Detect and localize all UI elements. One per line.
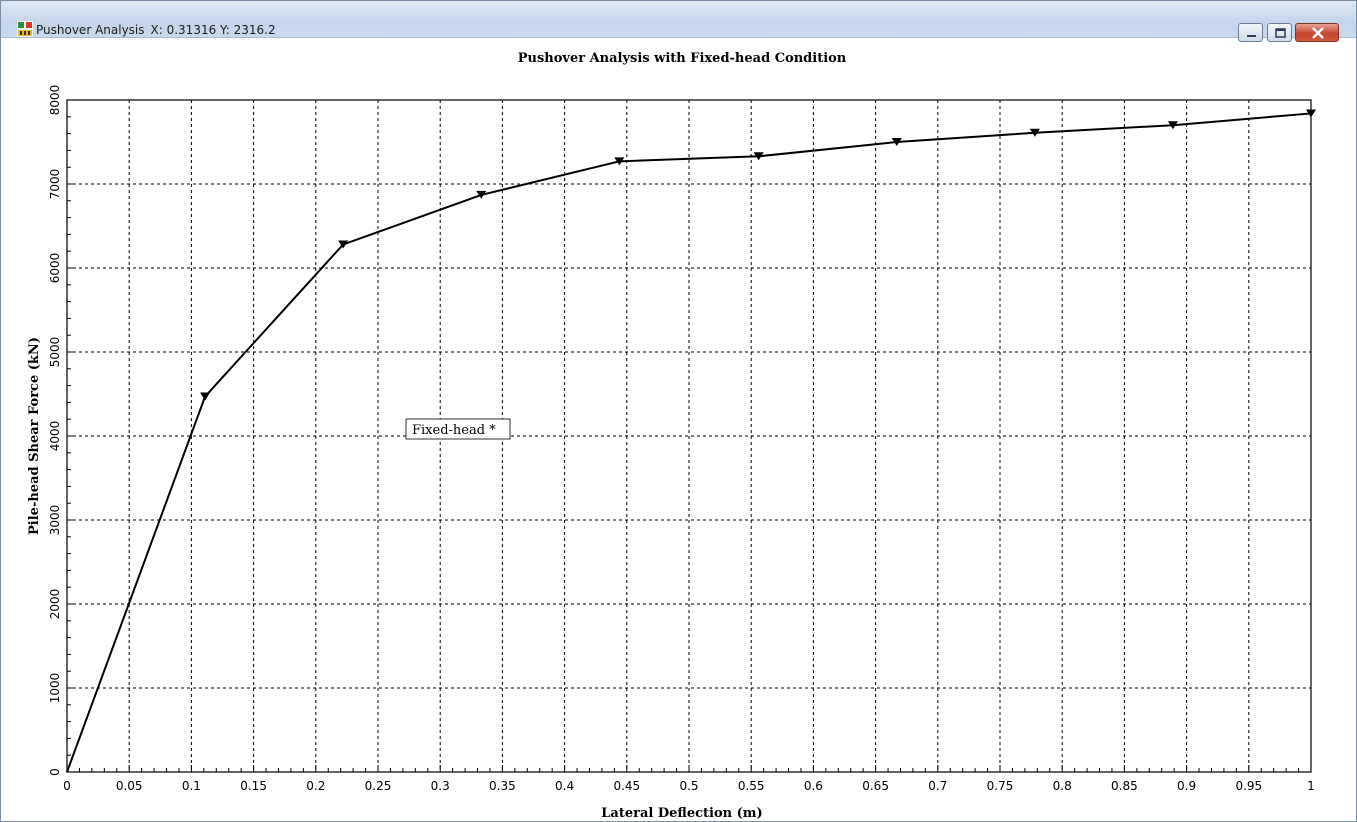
minimize-button[interactable] — [1238, 23, 1263, 42]
x-tick-label: 0.55 — [738, 779, 765, 793]
data-point-marker — [1306, 109, 1316, 118]
plot-frame — [66, 99, 1312, 773]
data-point-marker — [891, 138, 902, 146]
pushover-chart: Pushover Analysis with Fixed-head Condit… — [27, 51, 1316, 821]
minimize-icon — [1247, 35, 1256, 37]
x-tick-label: 0.05 — [116, 779, 143, 793]
data-point-marker — [200, 392, 211, 401]
x-tick-label: 0.75 — [987, 779, 1014, 793]
x-tick-label: 0.1 — [182, 779, 201, 793]
chart-title: Pushover Analysis with Fixed-head Condit… — [518, 51, 847, 66]
window-title-text: Pushover Analysis — [36, 23, 145, 37]
x-tick-label: 0 — [63, 779, 71, 793]
x-tick-label: 0.9 — [1177, 779, 1196, 793]
y-tick-label: 6000 — [48, 253, 62, 284]
x-tick-label: 0.6 — [804, 779, 823, 793]
x-tick-label: 0.2 — [306, 779, 325, 793]
y-tick-labels: 0 1000 2000 3000 4000 5000 6000 7000 8000 — [48, 85, 62, 776]
legend-entry: Fixed-head * — [412, 423, 496, 438]
x-tick-label: 0.5 — [679, 779, 698, 793]
y-tick-label: 3000 — [48, 505, 62, 536]
data-point-marker — [1029, 128, 1040, 137]
window-title: Pushover Analysis X: 0.31316 Y: 2316.2 — [36, 23, 282, 37]
axis-ticks — [66, 99, 1312, 773]
y-tick-label: 0 — [48, 768, 62, 776]
x-tick-label: 0.25 — [365, 779, 392, 793]
close-button[interactable] — [1295, 23, 1339, 42]
data-point-marker — [338, 240, 349, 249]
x-tick-label: 0.65 — [862, 779, 889, 793]
series-layer — [66, 109, 1316, 773]
x-tick-label: 0.7 — [928, 779, 947, 793]
data-point-marker — [1167, 121, 1178, 130]
legend-box — [405, 418, 511, 440]
app-icon — [17, 21, 33, 37]
y-tick-label: 2000 — [48, 589, 62, 620]
x-tick-labels: 0 0.05 0.1 0.15 0.2 0.25 0.3 0.35 0.4 0.45 0.5 0.55… — [63, 779, 1315, 793]
grid — [67, 100, 1311, 772]
y-tick-label: 5000 — [48, 337, 62, 368]
x-tick-label: 0.4 — [555, 779, 574, 793]
y-tick-label: 1000 — [48, 673, 62, 704]
title-bar[interactable]: Pushover Analysis X: 0.31316 Y: 2316.2 — [1, 1, 1356, 42]
maximize-icon — [1275, 28, 1286, 38]
x-tick-label: 0.35 — [489, 779, 516, 793]
y-axis-label: Pile-head Shear Force (kN) — [27, 337, 42, 535]
cursor-readout: X: 0.31316 Y: 2316.2 — [150, 23, 276, 37]
close-icon — [1312, 27, 1324, 39]
y-tick-label: 4000 — [48, 421, 62, 452]
x-tick-label: 1 — [1307, 779, 1315, 793]
x-tick-label: 0.85 — [1111, 779, 1138, 793]
x-axis-label: Lateral Deflection (m) — [601, 806, 762, 821]
data-point-marker — [476, 190, 487, 199]
y-tick-label: 7000 — [48, 169, 62, 200]
maximize-button[interactable] — [1267, 23, 1292, 42]
data-point-marker — [753, 152, 764, 161]
series-line — [66, 112, 1312, 773]
legend: Fixed-head * — [405, 418, 511, 440]
x-tick-label: 0.45 — [613, 779, 640, 793]
x-tick-label: 0.3 — [431, 779, 450, 793]
y-tick-label: 8000 — [48, 85, 62, 116]
x-tick-label: 0.8 — [1053, 779, 1072, 793]
x-tick-label: 0.15 — [240, 779, 267, 793]
x-tick-label: 0.95 — [1235, 779, 1262, 793]
data-point-marker — [614, 157, 625, 166]
